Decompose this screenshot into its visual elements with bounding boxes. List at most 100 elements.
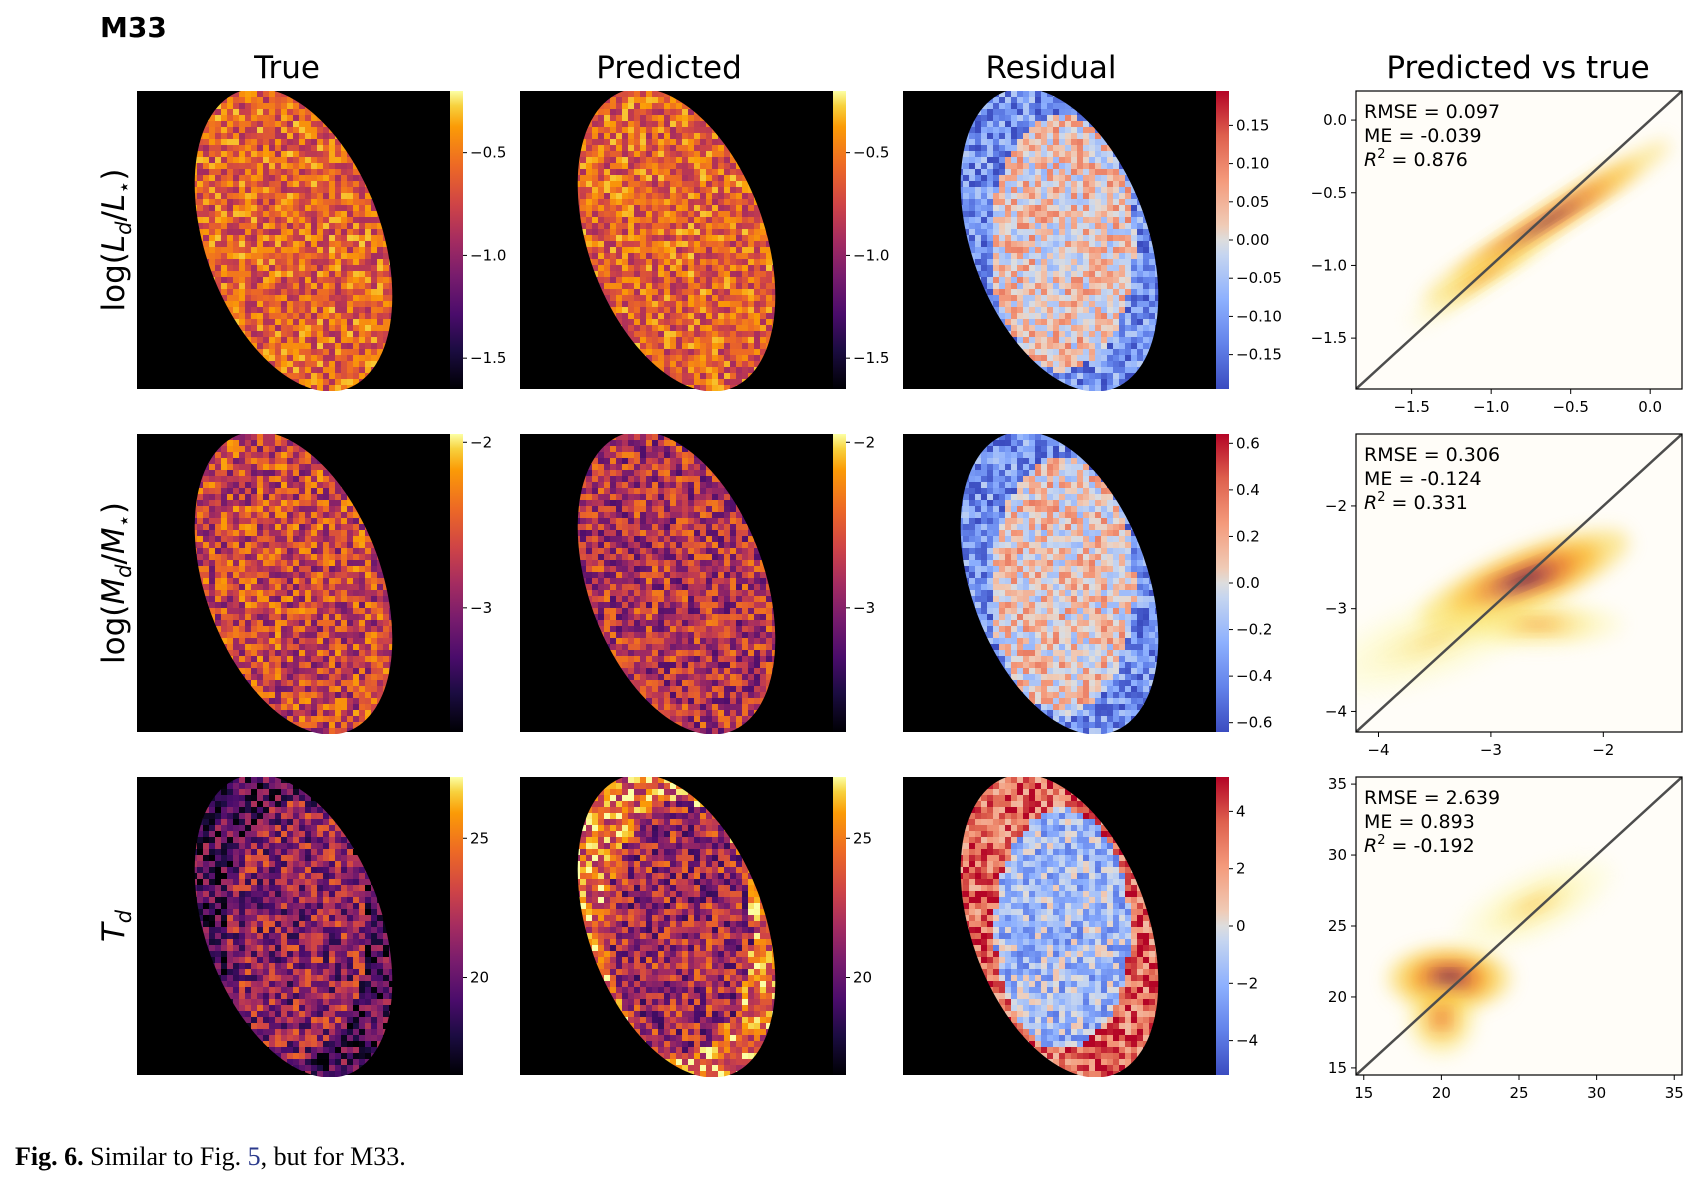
identity-line <box>1356 91 1682 389</box>
colorbar-tick-label: −1.0 <box>853 246 889 264</box>
x-tick-label: −2 <box>1592 741 1614 759</box>
y-tick-label: 35 <box>1328 775 1347 793</box>
row-label-var2: L <box>96 194 132 211</box>
colorbar-gradient <box>1216 91 1229 389</box>
stat-rmse: RMSE = 0.097 <box>1364 101 1500 123</box>
colorbar-tick-label: −2 <box>853 433 875 451</box>
x-tick-label: 15 <box>1354 1084 1373 1102</box>
figure: M33 True Predicted Residual Predicted vs… <box>96 11 1684 1102</box>
colorbar-tick-label: −1.5 <box>853 349 889 367</box>
figure-caption: Fig. 6. Similar to Fig. 5, but for M33. <box>15 1142 406 1172</box>
colorbar-tick-label: −0.2 <box>1236 621 1272 639</box>
x-tick-label: −0.5 <box>1552 398 1588 416</box>
y-tick-label: −4 <box>1325 702 1347 720</box>
row-label-prefix: log( <box>96 605 132 664</box>
row-label-var: T <box>96 921 132 942</box>
colorbar-gradient <box>833 777 846 1075</box>
colorbar-tick-label: −2 <box>1236 974 1258 992</box>
x-tick-label: −1.0 <box>1473 398 1509 416</box>
stat-r2-exp: 2 <box>1377 147 1385 162</box>
density-layer <box>1409 140 1671 326</box>
x-tick-label: 0.0 <box>1638 398 1662 416</box>
y-tick-label: −3 <box>1325 600 1347 618</box>
map-panel-true-row1: −2 −3 <box>137 433 492 734</box>
y-tick-label: 20 <box>1328 988 1347 1006</box>
row-label-slash: / <box>96 211 132 222</box>
caption-text-before: Similar to Fig. <box>84 1142 248 1171</box>
stat-r2-exp: 2 <box>1377 490 1385 505</box>
colorbar-tick-label: 0.6 <box>1236 434 1260 452</box>
figure-title: M33 <box>100 11 167 44</box>
row-label-var: L <box>96 235 132 252</box>
y-tick-label: −2 <box>1325 497 1347 515</box>
stat-r2-eq: = <box>1385 835 1413 857</box>
colorbar-tick-label: 0.00 <box>1236 231 1269 249</box>
colorbar-tick-label: −0.5 <box>853 144 889 162</box>
colorbar-tick-label: 0.4 <box>1236 481 1260 499</box>
colorbar: −0.5 −1.0 −1.5 <box>833 91 889 389</box>
stat-r2-eq: = <box>1385 492 1413 514</box>
density-blob <box>1444 975 1455 982</box>
map-panel-residual-row0: 0.15 0.10 0.05 0.00 −0.05 −0.10 −0.15 <box>903 91 1282 391</box>
x-tick-label: 20 <box>1432 1084 1451 1102</box>
colorbar: 0.6 0.4 0.2 0.0 −0.2 −0.4 −0.6 <box>1216 434 1272 732</box>
x-tick-label: 35 <box>1665 1084 1684 1102</box>
caption-figure-link[interactable]: 5 <box>248 1142 261 1171</box>
x-tick-label: 25 <box>1509 1084 1528 1102</box>
colorbar-tick-label: −0.5 <box>470 144 506 162</box>
density-blob <box>1438 1015 1445 1022</box>
density-blob <box>1528 900 1541 909</box>
colorbar-tick-label: −0.4 <box>1236 667 1272 685</box>
colorbar-tick-label: −0.15 <box>1236 346 1282 364</box>
colorbar-gradient <box>450 91 463 389</box>
colorbar-gradient <box>450 434 463 732</box>
colorbar-tick-label: −4 <box>1236 1032 1258 1050</box>
caption-text-after: , but for M33. <box>261 1142 406 1171</box>
y-tick-label: 0.0 <box>1323 111 1347 129</box>
colorbar-tick-label: 0.15 <box>1236 116 1269 134</box>
column-title-residual: Residual <box>986 50 1117 86</box>
colorbar-tick-label: 20 <box>470 969 489 987</box>
map-panel-pred-row1: −2 −3 <box>520 433 875 734</box>
stat-r2: R2 = 0.876 <box>1364 147 1468 171</box>
colorbar-tick-label: 25 <box>853 829 872 847</box>
x-tick-label: −3 <box>1480 741 1502 759</box>
x-tick-label: −4 <box>1367 741 1389 759</box>
identity-line <box>1356 777 1682 1075</box>
colorbar: 0.15 0.10 0.05 0.00 −0.05 −0.10 −0.15 <box>1216 91 1282 389</box>
stat-me: ME = -0.039 <box>1364 125 1482 147</box>
row-label-sub: d <box>112 564 136 578</box>
column-title-true: True <box>253 50 320 86</box>
map-panel-residual-row1: 0.6 0.4 0.2 0.0 −0.2 −0.4 −0.6 <box>903 434 1272 734</box>
colorbar: −2 −3 <box>833 433 875 732</box>
density-blob <box>1425 634 1445 645</box>
row-label-sub2: ⋆ <box>112 514 136 527</box>
colorbar: 25 20 <box>833 777 872 1075</box>
colorbar-tick-label: −2 <box>470 433 492 451</box>
y-tick-label: 25 <box>1328 917 1347 935</box>
identity-line <box>1356 434 1682 732</box>
colorbar-gradient <box>1216 434 1229 732</box>
map-panel-residual-row2: 4 2 0 −2 −4 <box>903 777 1258 1077</box>
stat-me: ME = -0.124 <box>1364 468 1482 490</box>
colorbar-gradient <box>450 777 463 1075</box>
colorbar-tick-label: −3 <box>470 599 492 617</box>
y-tick-label: −1.0 <box>1311 256 1347 274</box>
y-tick-label: −0.5 <box>1311 184 1347 202</box>
stat-r2-eq: = <box>1385 149 1413 171</box>
colorbar-tick-label: 0 <box>1236 917 1246 935</box>
stat-r2-value: 0.331 <box>1413 492 1467 514</box>
x-tick-label: −1.5 <box>1393 398 1429 416</box>
row-label-var: M <box>96 578 132 605</box>
row-label-0: log(Ld/L⋆) <box>96 169 136 312</box>
pred-vs-true-panel-0: −1.5 −1.0 −0.5 0.0 0.0 −0.5 −1.0 −1.5 RMSE = 0.0… <box>1311 90 1683 416</box>
colorbar-tick-label: −1.5 <box>470 349 506 367</box>
y-tick-label: 15 <box>1328 1059 1347 1077</box>
colorbar-tick-label: −3 <box>853 599 875 617</box>
colorbar-tick-label: 0.2 <box>1236 527 1260 545</box>
stat-r2-symbol: R <box>1364 149 1377 171</box>
plot-frame <box>1355 433 1683 733</box>
colorbar-tick-label: −1.0 <box>470 246 506 264</box>
